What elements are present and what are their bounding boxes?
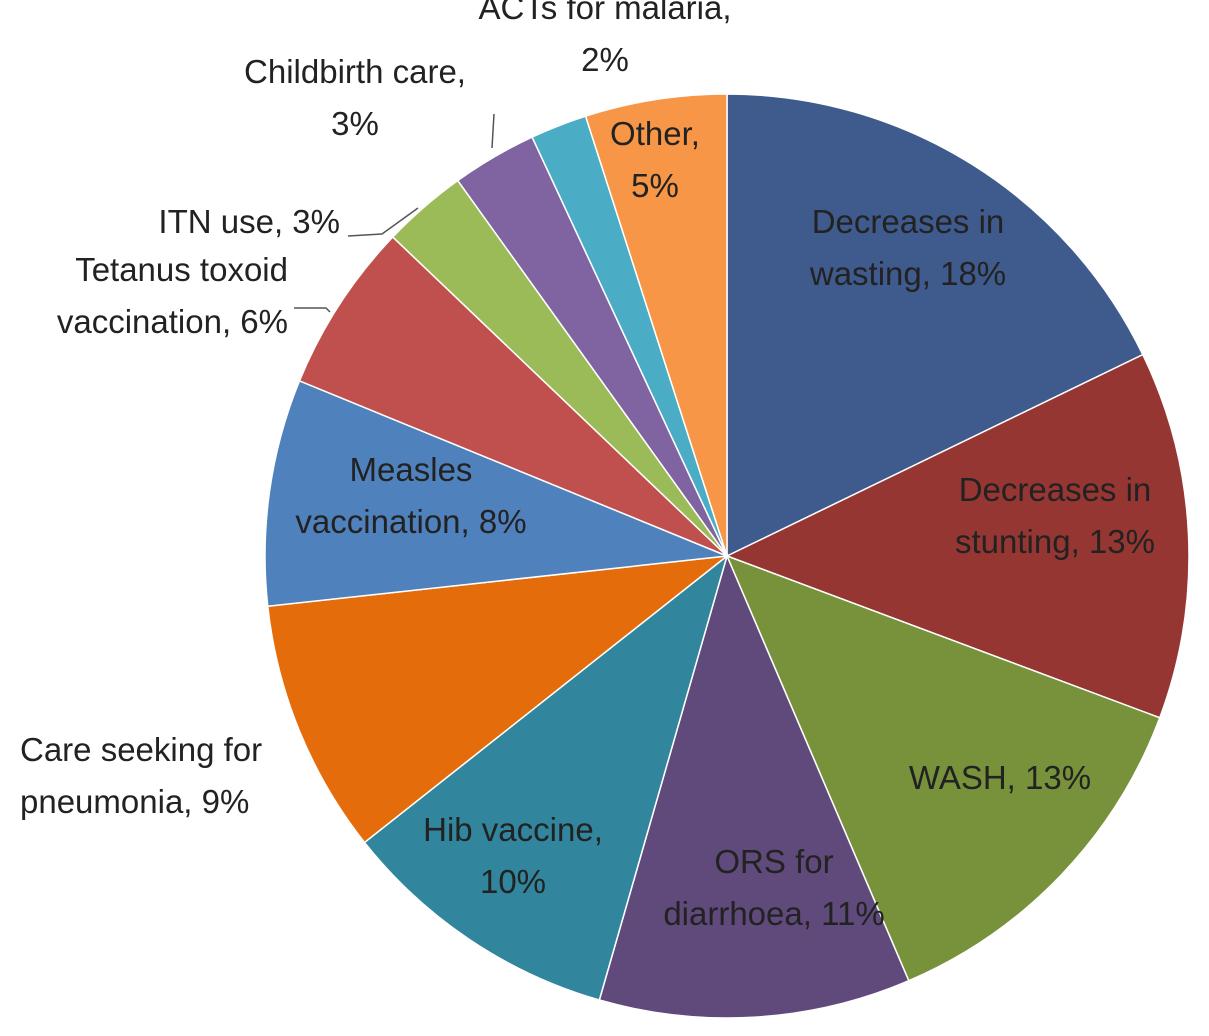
leader-line-tetanus-toxoid-vaccination	[294, 307, 331, 313]
slice-label-line: Other,	[610, 115, 700, 152]
slice-label-line: Care seeking for	[20, 731, 262, 768]
leader-lines	[294, 113, 495, 313]
pie-slice-tetanus-toxoid-vaccination	[298, 235, 728, 557]
slice-label-line: wasting, 18%	[809, 255, 1006, 292]
slice-label-wash: WASH, 13%	[909, 759, 1091, 796]
slice-label-decreases-in-stunting: Decreases in stunting, 13%	[955, 471, 1155, 560]
pie-slice-wash	[725, 554, 1161, 982]
slice-label-line: vaccination, 8%	[295, 503, 526, 540]
slice-label-line: Tetanus toxoid	[75, 251, 288, 288]
slice-label-acts-for-malaria: ACTs for malaria, 2%	[478, 0, 731, 78]
slice-label-ors-for-diarrhoea: ORS for diarrhoea, 11%	[663, 843, 884, 932]
pie-slice-ors-for-diarrhoea	[598, 553, 910, 1019]
slice-label-line: ITN use, 3%	[158, 203, 340, 240]
leader-line-itn-use	[347, 207, 419, 237]
leader-line-childbirth-care	[491, 113, 495, 149]
slice-label-line: ORS for	[714, 843, 833, 880]
slice-label-line: WASH, 13%	[909, 759, 1091, 796]
slice-label-childbirth-care: Childbirth care, 3%	[244, 53, 466, 142]
pie-slice-care-seeking-for-pneumonia	[266, 554, 730, 844]
slice-label-line: ACTs for malaria,	[478, 0, 731, 26]
pie-slice-hib-vaccine	[363, 553, 729, 1001]
slice-label-line: Childbirth care,	[244, 53, 466, 90]
slice-label-measles-vaccination: Measles vaccination, 8%	[295, 451, 526, 540]
slice-label-line: 3%	[331, 105, 379, 142]
slice-label-line: Decreases in	[812, 203, 1005, 240]
pie-slices	[264, 93, 1190, 1019]
slice-label-tetanus-toxoid-vaccination: Tetanus toxoid vaccination, 6%	[57, 251, 288, 340]
slice-label-care-seeking-for-pneumonia: Care seeking for pneumonia, 9%	[20, 731, 262, 820]
pie-slice-decreases-in-stunting	[725, 353, 1190, 719]
slice-label-line: Decreases in	[959, 471, 1152, 508]
slice-label-line: 5%	[631, 167, 679, 204]
slice-label-decreases-in-wasting: Decreases in wasting, 18%	[809, 203, 1006, 292]
slice-labels: Decreases in wasting, 18% Decreases in stun…	[20, 0, 1155, 932]
slice-label-line: stunting, 13%	[955, 523, 1155, 560]
slice-label-itn-use: ITN use, 3%	[158, 203, 340, 240]
slice-label-line: 2%	[581, 41, 629, 78]
slice-label-line: 10%	[480, 863, 546, 900]
pie-slice-other	[584, 93, 728, 557]
slice-label-line: vaccination, 6%	[57, 303, 288, 340]
slice-label-other: Other, 5%	[610, 115, 700, 204]
slice-label-line: Hib vaccine,	[423, 811, 603, 848]
slice-label-line: diarrhoea, 11%	[663, 895, 884, 932]
slice-label-line: Measles	[350, 451, 473, 488]
pie-slice-decreases-in-wasting	[726, 93, 1144, 558]
pie-slice-measles-vaccination	[264, 379, 728, 608]
slice-label-hib-vaccine: Hib vaccine, 10%	[423, 811, 603, 900]
slice-label-line: pneumonia, 9%	[20, 783, 249, 820]
